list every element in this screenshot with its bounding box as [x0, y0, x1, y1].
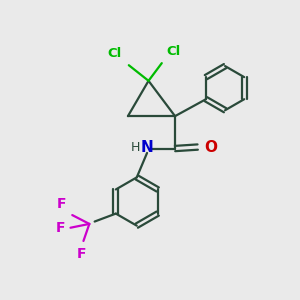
Text: H: H — [131, 141, 141, 154]
Text: F: F — [77, 247, 87, 261]
Text: N: N — [141, 140, 153, 154]
Text: Cl: Cl — [108, 47, 122, 60]
Text: O: O — [205, 140, 218, 154]
Text: F: F — [57, 197, 67, 211]
Text: Cl: Cl — [166, 45, 180, 58]
Text: F: F — [56, 221, 65, 235]
